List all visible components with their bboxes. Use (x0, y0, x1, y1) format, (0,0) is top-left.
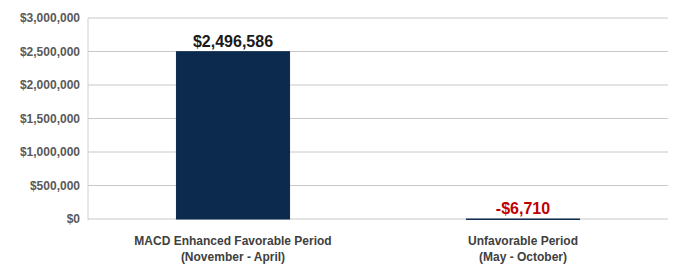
tick-label: $1,500,000 (20, 112, 80, 126)
grid-line (88, 219, 668, 220)
bar (466, 219, 579, 220)
y-axis-line (88, 18, 89, 220)
tick-label: $0 (67, 212, 81, 226)
category-label-line: MACD Enhanced Favorable Period (134, 234, 331, 248)
grid-line (88, 18, 668, 19)
grid-line (88, 118, 668, 119)
grid-line (88, 85, 668, 86)
tick-label: $2,000,000 (20, 78, 80, 92)
grid-line (88, 152, 668, 153)
category-label: Unfavorable Period (May - October) (468, 234, 578, 264)
grid-line (88, 51, 668, 52)
tick-label: $1,000,000 (20, 145, 80, 159)
tick-label: $3,000,000 (20, 11, 80, 25)
bar (176, 52, 289, 219)
data-label: $2,496,586 (193, 33, 273, 50)
tick-label: $500,000 (30, 179, 80, 193)
chart: $0 $500,000 $1,000,000 $1,500,000 $2,000,000… (0, 0, 673, 274)
category-label-line: (May - October) (479, 250, 567, 264)
data-label: -$6,710 (496, 200, 550, 217)
category-label-line: Unfavorable Period (468, 234, 578, 248)
category-label: MACD Enhanced Favorable Period (November … (134, 234, 331, 264)
category-label-line: (November - April) (181, 250, 285, 264)
bars (176, 52, 579, 220)
grid-line (88, 185, 668, 186)
tick-label: $2,500,000 (20, 45, 80, 59)
